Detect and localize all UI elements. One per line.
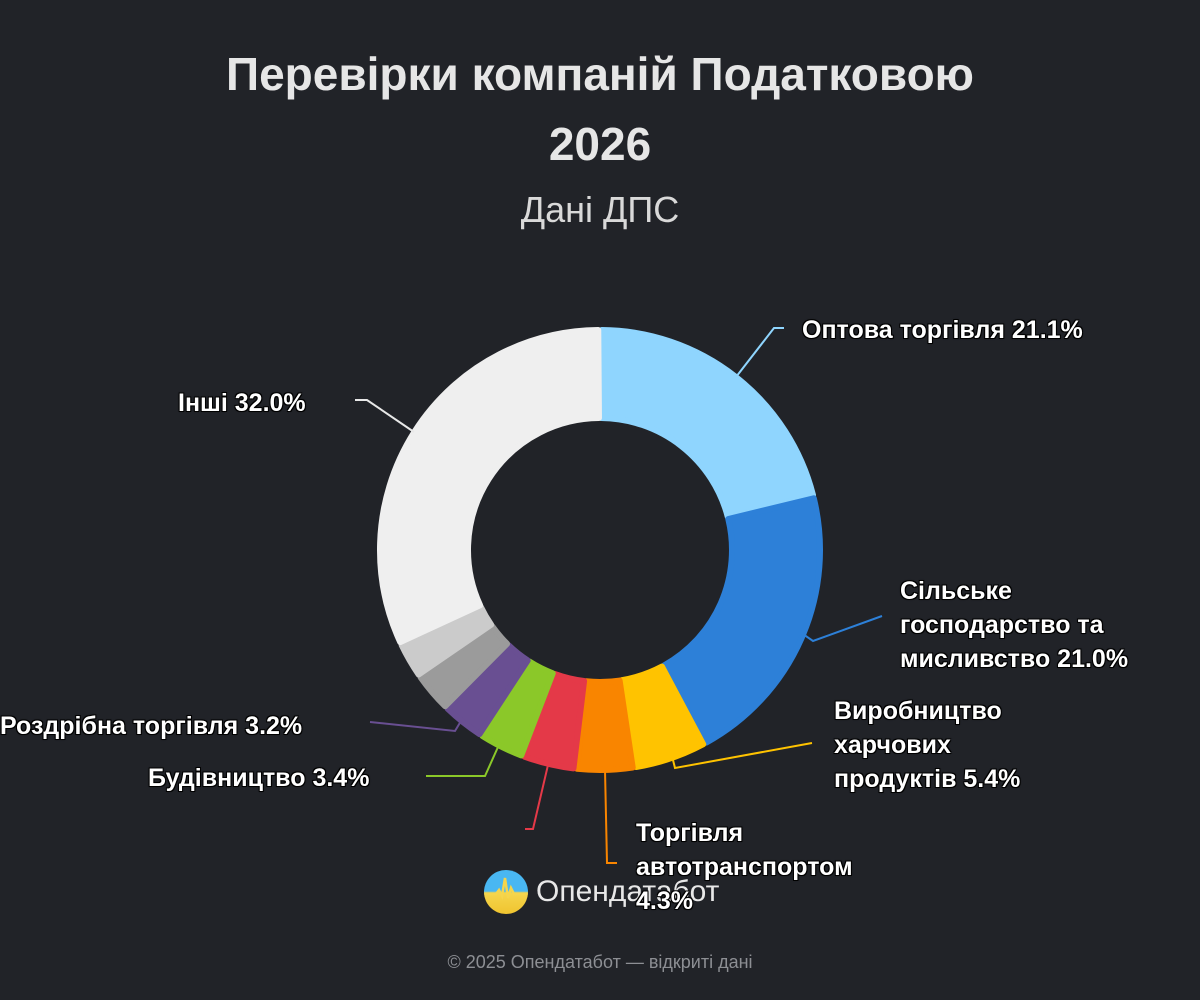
label-auto-trade: Торгівля автотранспортом 4.3%: [636, 816, 853, 918]
leader-line-other: [355, 399, 415, 433]
label-agriculture-line1: Сільське: [900, 577, 1012, 605]
leader-line-agri: [802, 615, 883, 643]
label-food-production: Виробництво харчових продуктів 5.4%: [834, 694, 1020, 796]
label-agriculture: Сільське господарство та мисливство 21.0…: [900, 574, 1128, 676]
label-agriculture-line3: мисливство 21.0%: [900, 645, 1129, 673]
chart-subtitle: Дані ДПС: [520, 189, 680, 230]
donut-slices: [377, 327, 823, 773]
opendatabot-logo-text: Опендатабот: [536, 875, 720, 908]
label-other: Інші 32.0%: [178, 389, 306, 417]
leader-line-auto: [604, 769, 617, 864]
label-food-line1: Виробництво: [834, 697, 1002, 725]
opendatabot-logo-icon: [484, 870, 528, 914]
donut-slice-0: [598, 327, 817, 520]
donut-slice-9: [377, 327, 602, 646]
leader-line-food: [670, 742, 813, 770]
label-construction: Будівництво 3.4%: [148, 764, 370, 792]
leader-line-construction: [426, 746, 499, 777]
leader-line-retail: [369, 720, 462, 733]
label-agriculture-line2: господарство та: [900, 611, 1104, 639]
label-retail: Роздрібна торгівля 3.2%: [0, 712, 303, 740]
chart-title-line1: Перевірки компаній Податковою: [226, 48, 974, 100]
label-auto-line3: 4.3%: [636, 887, 693, 915]
label-food-line3: продуктів 5.4%: [834, 765, 1021, 793]
opendatabot-logo: Опендатабот: [484, 870, 719, 914]
label-wholesale: Оптова торгівля 21.1%: [802, 316, 1083, 344]
chart-title-line2: 2026: [548, 118, 652, 170]
label-food-line2: харчових: [834, 731, 951, 759]
leader-lines: [355, 327, 883, 864]
footer-copyright: © 2025 Опендатабот — відкриті дані: [447, 952, 753, 972]
leader-line-red: [525, 764, 549, 830]
label-auto-line1: Торгівля: [636, 819, 744, 847]
leader-line-wholesale: [735, 327, 784, 378]
donut-slice-1: [660, 495, 823, 746]
label-auto-line2: автотранспортом: [636, 853, 853, 881]
